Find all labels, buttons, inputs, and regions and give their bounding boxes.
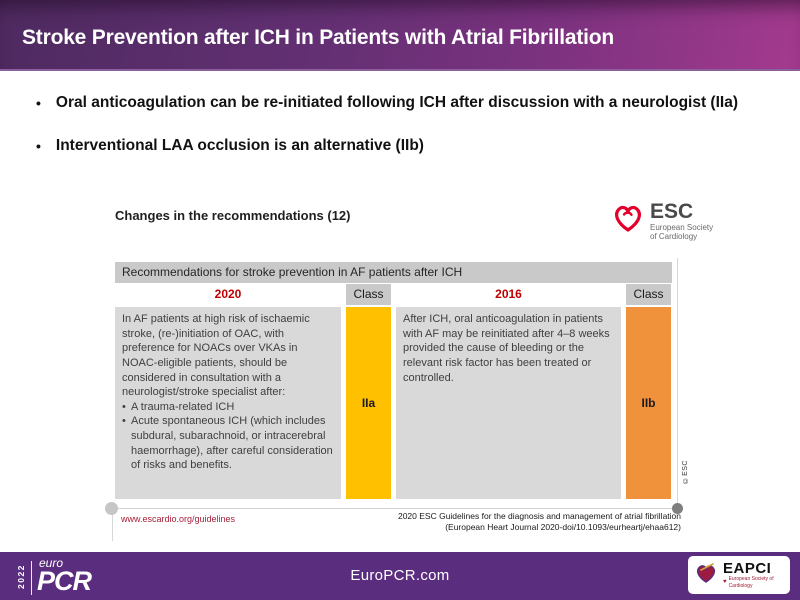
esc-heart-icon (611, 201, 645, 241)
bullet-icon: • (36, 138, 41, 155)
class-badge-iia: IIa (346, 307, 391, 499)
slide-subtitle: Changes in the recommendations (12) (115, 208, 351, 223)
europcr-logo-text: euro PCR (37, 556, 92, 596)
bullet-text: Interventional LAA occlusion is an alter… (55, 137, 424, 155)
europcr-logo-divider (31, 561, 32, 595)
slide-frame-vertical-line (677, 258, 678, 508)
esc-logo: ESC European Society of Cardiology (611, 201, 713, 241)
list-item: • Interventional LAA occlusion is an alt… (36, 135, 752, 157)
table-title: Recommendations for stroke prevention in… (115, 262, 672, 283)
timeline-dot-right (672, 503, 683, 514)
recommendation-2020-bullet: A trauma-related ICH (122, 400, 334, 415)
europcr-logo-euro: euro (39, 556, 64, 570)
table-grid: 2020 Class 2016 Class In AF patients at … (115, 284, 672, 499)
recommendations-table: Recommendations for stroke prevention in… (115, 262, 672, 499)
page-title: Stroke Prevention after ICH in Patients … (22, 26, 615, 49)
citation: 2020 ESC Guidelines for the diagnosis an… (341, 511, 681, 533)
eapci-mini-heart-icon: ♥ (723, 579, 727, 585)
class-badge-iib: IIb (626, 307, 671, 499)
slide-frame-horizontal-line (112, 508, 678, 509)
esc-logo-text: ESC European Society of Cardiology (650, 200, 714, 242)
list-item: • Oral anticoagulation can be re-initiat… (36, 92, 752, 114)
column-header-2020: 2020 (115, 284, 341, 305)
eapci-heart-icon (693, 560, 719, 591)
column-header-2016: 2016 (396, 284, 621, 305)
column-header-class-2020: Class (346, 284, 391, 305)
escardio-guidelines-link[interactable]: www.escardio.org/guidelines (121, 514, 236, 524)
recommendation-2016-text: After ICH, oral anticoagulation in patie… (403, 313, 610, 384)
citation-line1: 2020 ESC Guidelines for the diagnosis an… (397, 511, 681, 521)
slide-frame-left-line (112, 508, 113, 541)
esc-copyright: ©ESC (682, 460, 689, 484)
header-banner: Stroke Prevention after ICH in Patients … (0, 0, 800, 71)
column-header-class-2016: Class (626, 284, 671, 305)
recommendation-2016-cell: After ICH, oral anticoagulation in patie… (396, 307, 621, 499)
recommendation-2020-intro: In AF patients at high risk of ischaemic… (122, 313, 310, 399)
esc-logo-subtitle: European Society (650, 223, 714, 232)
recommendation-2020-cell: In AF patients at high risk of ischaemic… (115, 307, 341, 499)
eapci-logo-subtitle: ♥ European Society of Cardiology (723, 576, 785, 590)
footer-bar: 2022 euro PCR EuroPCR.com EAPCI ♥ Europe… (0, 552, 800, 600)
eapci-logo-text: EAPCI ♥ European Society of Cardiology (723, 561, 785, 590)
eapci-subtitle-text: European Society of Cardiology (728, 575, 774, 589)
eapci-logo: EAPCI ♥ European Society of Cardiology (688, 556, 790, 594)
europcr-logo: 2022 euro PCR (16, 556, 92, 596)
footer-site-text: EuroPCR.com (350, 567, 450, 584)
citation-line2: (European Heart Journal 2020-doi/10.1093… (445, 522, 681, 532)
recommendation-2020-bullet: Acute spontaneous ICH (which includes su… (122, 414, 334, 473)
timeline-dot-left (105, 502, 118, 515)
eapci-logo-name: EAPCI (723, 559, 772, 577)
bullet-icon: • (36, 95, 41, 111)
esc-logo-name: ESC (650, 200, 694, 223)
europcr-logo-pcr: PCR (37, 566, 92, 596)
bullet-list: • Oral anticoagulation can be re-initiat… (36, 92, 752, 179)
esc-logo-subtitle: of Cardiology (650, 232, 698, 241)
bullet-text: Oral anticoagulation can be re-initiated… (55, 94, 738, 111)
